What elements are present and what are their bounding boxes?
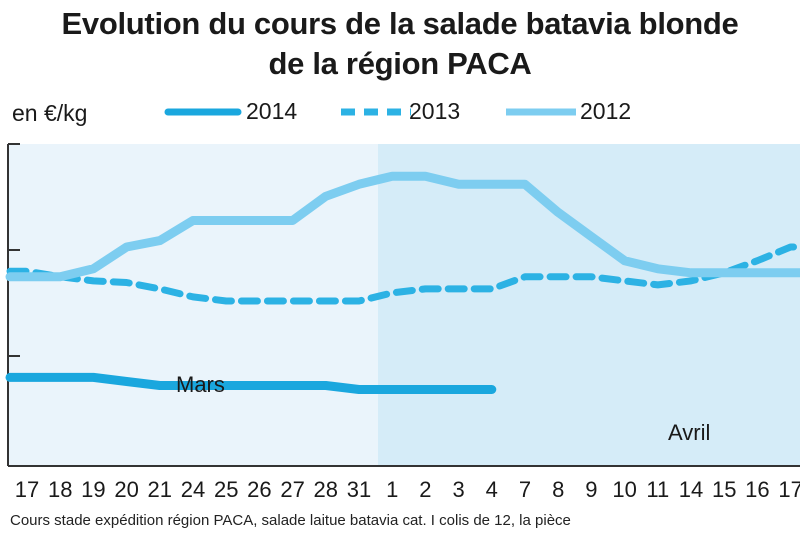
legend-item-2013: 2013 <box>335 98 485 128</box>
x-tick-label: 15 <box>712 477 736 502</box>
series-layer <box>5 171 800 394</box>
month-label-march: Mars <box>176 372 225 397</box>
legend-label-2014: 2014 <box>246 98 298 124</box>
legend-label-2012: 2012 <box>580 98 632 124</box>
x-tick-label: 20 <box>114 477 138 502</box>
x-tick-label: 31 <box>347 477 371 502</box>
title-line-2: de la région PACA <box>268 46 532 81</box>
x-tick-label: 17 <box>15 477 39 502</box>
legend-swatch-2013 <box>341 108 411 116</box>
x-tick-label: 24 <box>181 477 205 502</box>
x-tick-labels: 17 18 19 20 21 24 25 26 27 28 31 1 2 3 4 7 8 9 10 11 14 15 16 1… <box>15 477 800 502</box>
x-tick-label: 8 <box>552 477 564 502</box>
x-tick-label: 16 <box>745 477 769 502</box>
legend-label-2013: 2013 <box>409 98 461 124</box>
line-chart: 17 18 19 20 21 24 25 26 27 28 31 1 2 3 4 7 8 9 10 11 14 15 16 1… <box>5 143 800 502</box>
x-tick-label: 28 <box>314 477 338 502</box>
x-tick-label: 4 <box>486 477 498 502</box>
x-tick-label: 9 <box>585 477 597 502</box>
month-label-april: Avril <box>668 420 710 445</box>
legend-item-2014: 2014 <box>162 98 312 128</box>
chart-title: Evolution du cours de la salade batavia … <box>0 4 800 84</box>
x-tick-label: 17 <box>778 477 800 502</box>
unit-label: en €/kg <box>12 100 88 126</box>
march-band <box>8 144 378 466</box>
x-tick-label: 25 <box>214 477 238 502</box>
x-tick-label: 21 <box>148 477 172 502</box>
legend-item-2012: 2012 <box>500 98 660 128</box>
x-tick-label: 2 <box>419 477 431 502</box>
title-line-1: Evolution du cours de la salade batavia … <box>61 6 739 41</box>
x-tick-label: 1 <box>386 477 398 502</box>
x-tick-label: 7 <box>519 477 531 502</box>
april-band <box>378 144 800 466</box>
legend-swatch-2014 <box>164 108 242 116</box>
x-tick-label: 26 <box>247 477 271 502</box>
series-line-2012 <box>5 171 800 282</box>
legend-swatch-2012 <box>506 108 576 116</box>
series-line-2013 <box>6 243 800 305</box>
x-tick-label: 10 <box>612 477 636 502</box>
x-tick-label: 14 <box>679 477 703 502</box>
x-tick-label: 18 <box>48 477 72 502</box>
x-tick-label: 27 <box>280 477 304 502</box>
x-tick-label: 19 <box>81 477 105 502</box>
x-tick-label: 11 <box>646 477 669 502</box>
footnote: Cours stade expédition région PACA, sala… <box>10 512 571 529</box>
series-line-2014 <box>5 372 497 394</box>
x-tick-label: 3 <box>452 477 464 502</box>
